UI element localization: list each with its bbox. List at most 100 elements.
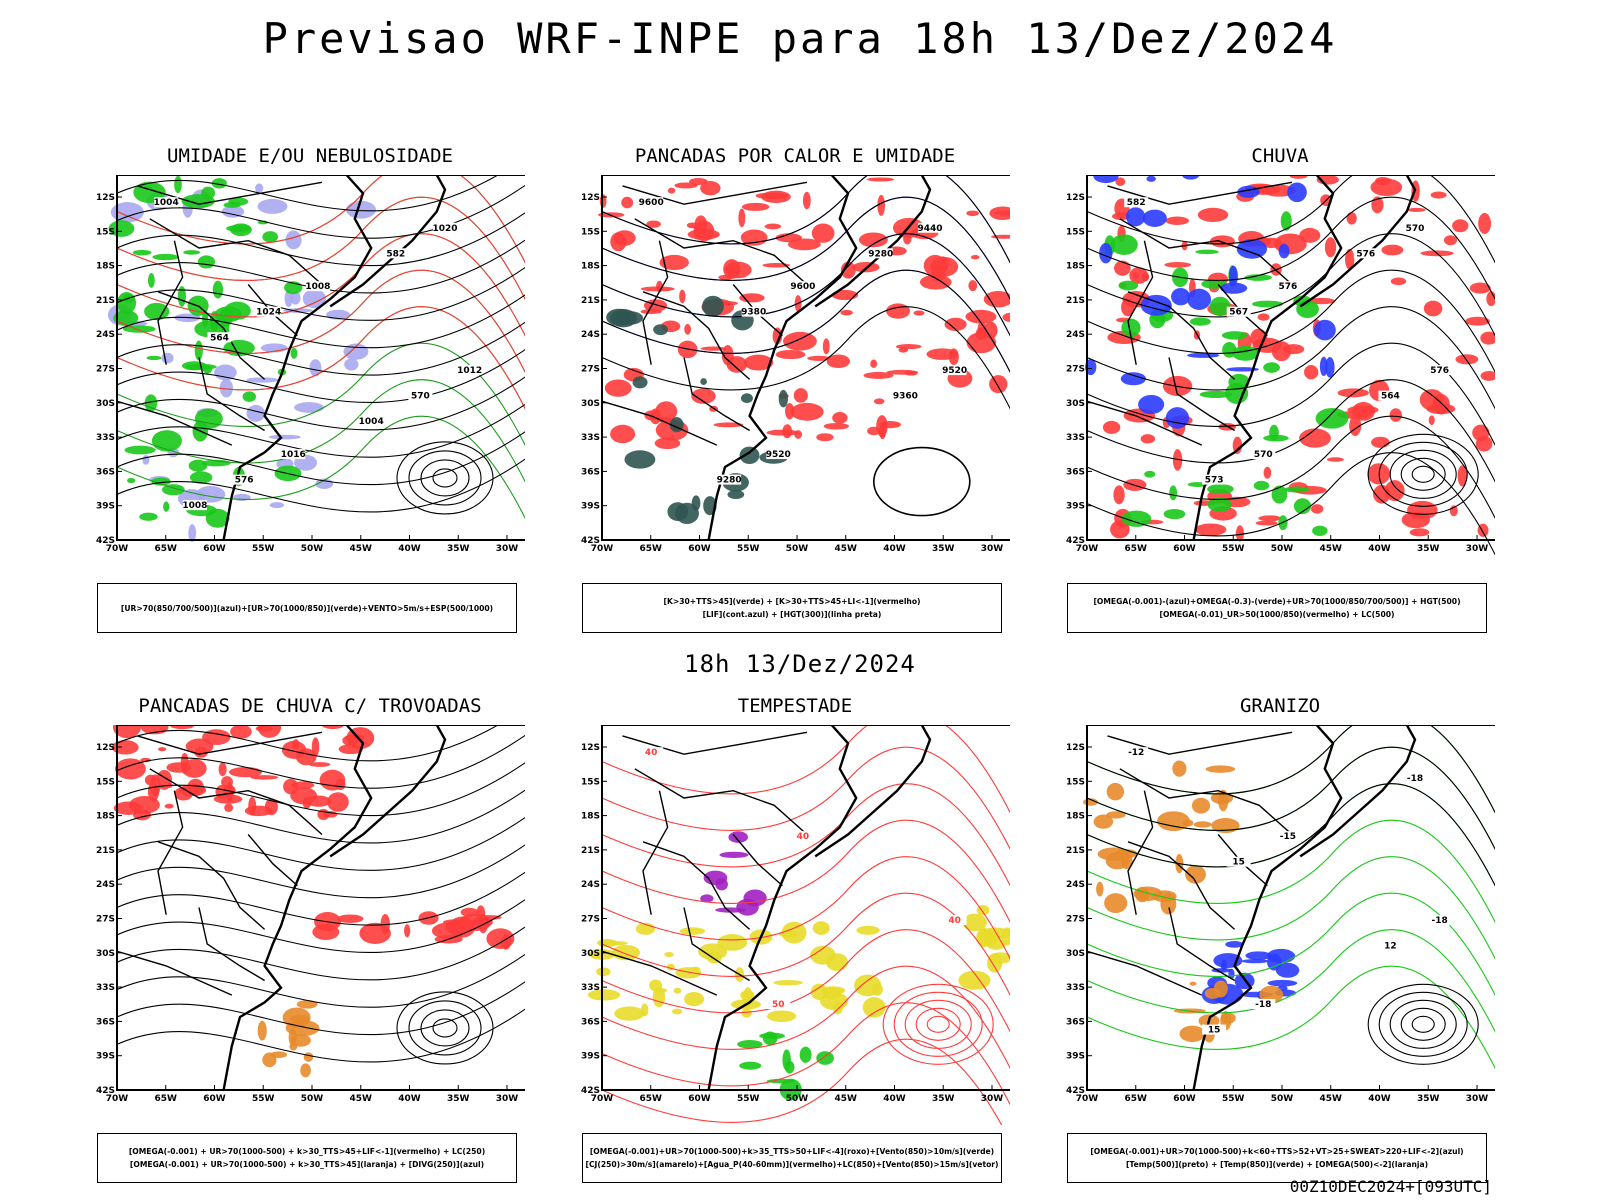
- shaded-area: [290, 291, 301, 305]
- shaded-area: [614, 1006, 645, 1021]
- shaded-area: [230, 725, 252, 739]
- low-pressure-contour: [904, 999, 972, 1049]
- streamline: [116, 184, 525, 239]
- lat-tick-label: 21S: [96, 846, 115, 856]
- lon-tick-label: 45W: [350, 544, 373, 554]
- lat-tick-label: 39S: [1066, 1052, 1085, 1062]
- low-pressure-contour: [1389, 449, 1457, 499]
- shaded-area: [962, 913, 987, 932]
- shaded-area: [460, 907, 479, 917]
- contour-label: 576: [235, 476, 254, 486]
- shaded-area: [1478, 212, 1492, 234]
- shaded-area: [610, 309, 637, 328]
- shaded-area: [870, 359, 878, 369]
- shaded-area: [147, 273, 155, 288]
- shaded-area: [124, 445, 156, 455]
- lon-tick-label: 55W: [1222, 544, 1245, 554]
- lat-tick-label: 30S: [1066, 399, 1085, 409]
- shaded-area: [727, 490, 745, 500]
- shaded-area: [189, 471, 213, 484]
- shaded-area: [224, 803, 234, 812]
- shaded-area: [794, 430, 803, 439]
- lat-tick-label: 36S: [1066, 1017, 1085, 1027]
- state-border: [1127, 790, 1154, 915]
- state-border: [1107, 731, 1293, 755]
- shaded-area: [816, 433, 834, 442]
- lat-tick-label: 24S: [1066, 330, 1085, 340]
- lat-tick-label: 39S: [96, 1052, 115, 1062]
- lat-tick-label: 30S: [1066, 949, 1085, 959]
- shaded-area: [816, 1051, 834, 1065]
- lon-tick-label: 55W: [737, 544, 760, 554]
- state-border: [149, 218, 323, 286]
- lat-tick-label: 30S: [581, 949, 600, 959]
- state-border: [1127, 291, 1236, 380]
- lat-tick-label: 33S: [96, 983, 115, 993]
- shaded-area: [649, 979, 663, 992]
- cyclone-contour: [432, 468, 458, 488]
- shaded-area: [1287, 182, 1307, 203]
- shaded-area: [1337, 388, 1369, 398]
- panel-caption: [OMEGA(-0.001)-(azul)+OMEGA(-0.3)-(verde…: [1067, 583, 1487, 633]
- shaded-area: [202, 729, 231, 745]
- lat-tick-label: 42S: [581, 536, 600, 546]
- panel-pancadas-calor: PANCADAS POR CALOR E UMIDADE 12S 15S 18S 21…: [580, 145, 1010, 633]
- panel-caption: [OMEGA(-0.001)+UR>70(1000-500)+k>35_TTS>…: [582, 1133, 1002, 1183]
- shaded-area: [1347, 405, 1379, 415]
- contour-label-bg: [1275, 831, 1300, 842]
- shaded-area: [151, 430, 182, 452]
- shaded-area: [802, 191, 811, 210]
- contour-label-bg: [868, 248, 893, 259]
- streamline: [116, 1008, 525, 1063]
- shaded-area: [1165, 407, 1190, 429]
- contour-label: 15: [1208, 1026, 1221, 1036]
- map-background: [1087, 725, 1495, 1090]
- shaded-area: [1449, 505, 1458, 517]
- shaded-area: [810, 945, 836, 965]
- shaded-area: [343, 343, 369, 360]
- shaded-area: [270, 1051, 288, 1058]
- shaded-area: [1263, 362, 1280, 373]
- shaded-area: [188, 524, 197, 542]
- lon-tick-label: 35W: [932, 544, 955, 554]
- shaded-area: [723, 259, 741, 279]
- shaded-area: [140, 725, 169, 735]
- lat-tick-label: 12S: [1066, 193, 1085, 203]
- contour-line: [601, 269, 1010, 374]
- shaded-area: [691, 388, 716, 404]
- lon-tick-label: 65W: [640, 544, 663, 554]
- lon-tick-label: 70W: [1076, 1094, 1099, 1104]
- lat-tick-label: 39S: [1066, 502, 1085, 512]
- shaded-area: [826, 354, 851, 369]
- caption-line: [OMEGA(-0.01)_UR>50(1000/850)(vermelho) …: [1159, 610, 1395, 619]
- panel-title: UMIDADE E/OU NEBULOSIDADE: [167, 145, 453, 167]
- shaded-area: [640, 286, 675, 292]
- lat-tick-label: 21S: [581, 846, 600, 856]
- shaded-area: [285, 230, 302, 250]
- contour-label-bg: [717, 474, 742, 485]
- shaded-area: [983, 291, 1010, 308]
- shaded-area: [741, 202, 770, 211]
- contour-label-bg: [256, 306, 281, 317]
- shaded-area: [194, 408, 223, 429]
- shaded-area: [782, 1049, 791, 1071]
- coastline: [329, 725, 447, 858]
- lon-tick-label: 30W: [496, 1094, 519, 1104]
- contour-label: 582: [386, 249, 405, 259]
- lat-tick-label: 18S: [581, 262, 600, 272]
- lat-tick-label: 42S: [1066, 536, 1085, 546]
- lat-tick-label: 27S: [96, 915, 115, 925]
- map-frame: [1086, 175, 1495, 541]
- contour-label-bg: [383, 248, 408, 259]
- contour-line: [1086, 929, 1495, 1033]
- shaded-area: [1182, 819, 1194, 827]
- shaded-area: [1324, 237, 1337, 258]
- lat-tick-label: 39S: [581, 502, 600, 512]
- contour-line: [1086, 746, 1495, 851]
- shaded-area: [1430, 191, 1447, 199]
- shaded-area: [1093, 175, 1119, 184]
- shaded-area: [782, 424, 793, 439]
